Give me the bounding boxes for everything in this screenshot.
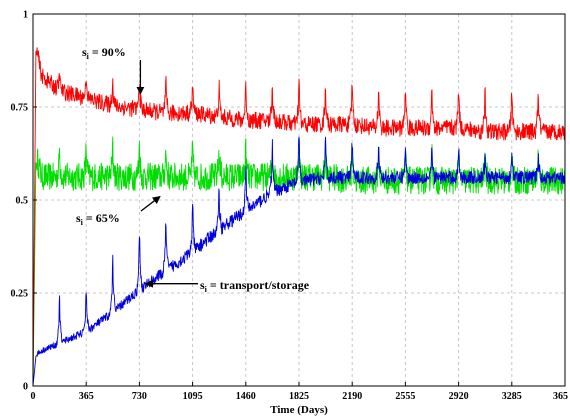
y-axis-ticks: 0 0.25 0.5 0.75 1 bbox=[11, 10, 37, 393]
annotation-90: si = 90% bbox=[82, 45, 145, 95]
x-tick-label: 730 bbox=[132, 391, 147, 402]
grid bbox=[33, 14, 565, 386]
annotation-65-label: si = 65% bbox=[76, 211, 120, 227]
annotation-90-label: si = 90% bbox=[82, 45, 126, 61]
x-tick-label: 365 bbox=[553, 391, 568, 402]
y-tick-label: 0.25 bbox=[11, 289, 29, 300]
x-axis-title: Time (Days) bbox=[270, 404, 328, 416]
x-tick-label: 3285 bbox=[502, 391, 522, 402]
annotation-transport: si = transport/storage bbox=[144, 278, 310, 294]
y-tick-label: 0 bbox=[23, 382, 28, 393]
series-red-line bbox=[32, 47, 566, 387]
y-tick-label: 0.75 bbox=[11, 103, 29, 114]
series-blue-line bbox=[32, 136, 566, 387]
x-tick-label: 365 bbox=[79, 391, 94, 402]
x-tick-label: 0 bbox=[31, 391, 36, 402]
annotation-65: si = 65% bbox=[76, 195, 161, 227]
x-tick-label: 1095 bbox=[183, 391, 203, 402]
x-tick-label: 1825 bbox=[289, 391, 309, 402]
series-green-line bbox=[32, 136, 566, 387]
x-tick-label: 1460 bbox=[236, 391, 256, 402]
annotation-65-arrow bbox=[140, 195, 161, 212]
series-layer bbox=[32, 47, 566, 387]
annotation-transport-label: si = transport/storage bbox=[200, 278, 310, 294]
x-tick-label: 2920 bbox=[449, 391, 469, 402]
y-tick-label: 1 bbox=[23, 10, 28, 21]
x-tick-label: 2190 bbox=[342, 391, 362, 402]
y-tick-label: 0.5 bbox=[16, 196, 29, 207]
x-tick-label: 2555 bbox=[395, 391, 415, 402]
x-axis-ticks: 0 365 730 1095 1460 1825 2190 2555 2920 3285 365 bbox=[31, 382, 568, 402]
